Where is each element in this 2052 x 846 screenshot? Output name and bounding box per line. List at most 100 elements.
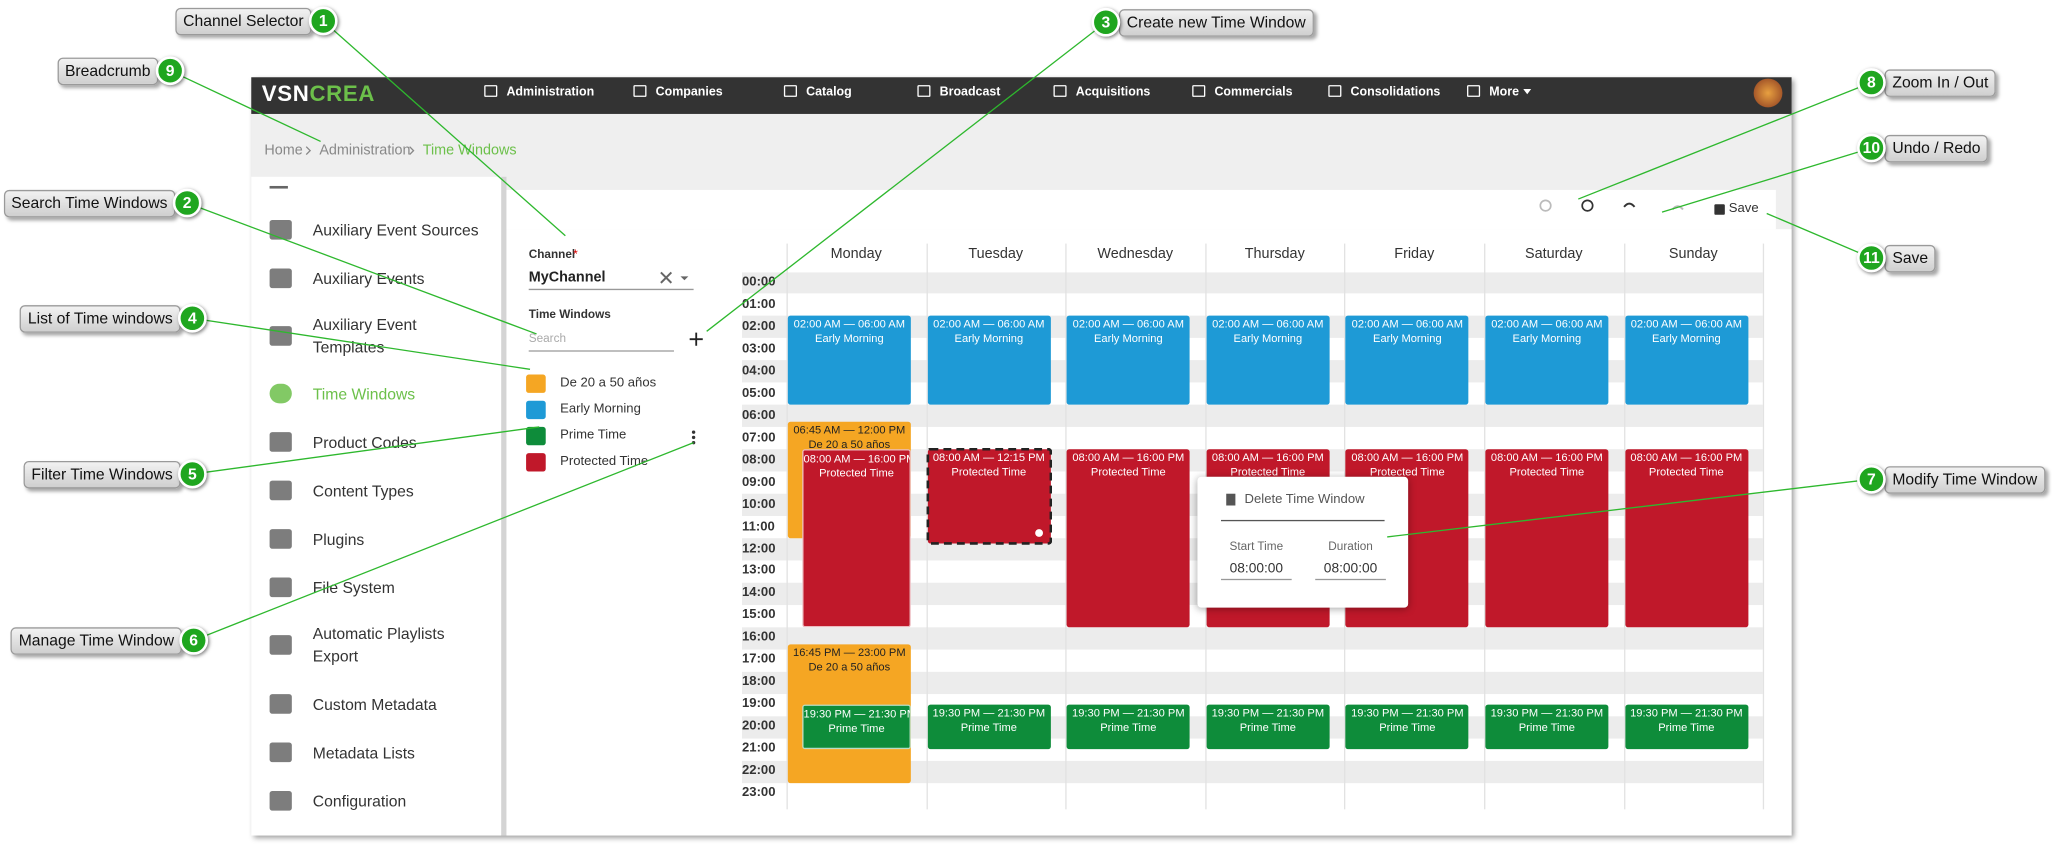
hour-label: 16:00: [742, 630, 776, 645]
color-swatch[interactable]: [526, 374, 546, 393]
event-time: 02:00 AM — 06:00 AM: [1072, 317, 1184, 331]
event-time: 08:00 AM — 16:00 PM: [1211, 450, 1324, 464]
hour-label: 07:00: [742, 430, 776, 445]
time-window-item[interactable]: Prime Time: [560, 428, 627, 443]
start-input[interactable]: 08:00:00: [1220, 561, 1292, 581]
time-window-event[interactable]: 19:30 PM — 21:30 PM Prime Time: [1066, 704, 1190, 750]
column-line: [926, 243, 928, 810]
time-window-item[interactable]: De 20 a 50 años: [560, 375, 657, 391]
day-header: Tuesday: [968, 246, 1024, 262]
day-header: Wednesday: [1097, 246, 1174, 262]
sidebar-item[interactable]: Auxiliary Event Sources: [312, 221, 479, 240]
nav-item[interactable]: Companies: [655, 85, 723, 100]
color-swatch[interactable]: [526, 400, 546, 420]
time-window-event[interactable]: 08:00 AM — 16:00 PM Protected Time: [1485, 449, 1609, 628]
time-window-event[interactable]: 19:30 PM — 21:30 PM Prime Time: [1345, 704, 1469, 750]
event-time: 19:30 PM — 21:30 PM: [1072, 706, 1185, 720]
callout-label: Save: [1884, 244, 1937, 273]
time-window-event[interactable]: 02:00 AM — 06:00 AM Early Morning: [927, 316, 1051, 405]
hour-label: 03:00: [742, 341, 776, 357]
sidebar-icon: [269, 529, 292, 549]
sidebar-item[interactable]: Content Types: [312, 481, 414, 501]
event-name: Prime Time: [1239, 720, 1296, 734]
time-window-event[interactable]: 02:00 AM — 06:00 AM Early Morning: [1066, 316, 1190, 405]
event-name: Protected Time: [819, 466, 894, 480]
event-name: Early Morning: [1094, 331, 1163, 345]
avatar[interactable]: [1753, 78, 1783, 108]
sidebar-item[interactable]: Auxiliary Events: [312, 269, 425, 289]
brand-part: VSN: [261, 81, 310, 107]
sidebar-icon: [269, 694, 292, 714]
hour-label: 13:00: [742, 563, 776, 579]
breadcrumb-item[interactable]: Home: [264, 142, 303, 159]
search-input[interactable]: Search: [528, 331, 567, 345]
day-header: Thursday: [1244, 246, 1305, 262]
nav-item[interactable]: Catalog: [806, 85, 852, 100]
nav-item[interactable]: Consolidations: [1350, 85, 1441, 100]
sidebar-icon: [269, 742, 292, 763]
event-time: 19:30 PM — 21:30 PM: [1630, 706, 1743, 720]
sidebar-item[interactable]: Time Windows: [312, 385, 416, 404]
save-button[interactable]: Save: [1728, 201, 1759, 217]
sidebar-item[interactable]: Auxiliary Event Templates: [312, 315, 417, 357]
hour-label: 11:00: [742, 519, 775, 534]
sidebar-item[interactable]: File System: [312, 578, 395, 598]
event-time: 08:00 AM — 16:00 PM: [1630, 450, 1743, 464]
delete-button[interactable]: Delete Time Window: [1244, 492, 1365, 507]
time-window-event[interactable]: 02:00 AM — 06:00 AM Early Morning: [1485, 316, 1609, 405]
color-swatch[interactable]: [526, 426, 546, 446]
color-swatch[interactable]: [526, 453, 546, 472]
callout-label: Create new Time Window: [1118, 9, 1314, 37]
time-windows-label: Time Windows: [528, 307, 611, 321]
nav-item[interactable]: Acquisitions: [1075, 85, 1151, 100]
time-window-event[interactable]: 02:00 AM — 06:00 AM Early Morning: [787, 316, 911, 405]
time-window-item[interactable]: Protected Time: [560, 454, 649, 469]
event-name: De 20 a 50 años: [808, 659, 891, 673]
sidebar-item[interactable]: Configuration: [312, 792, 407, 811]
channel-value[interactable]: MyChannel: [528, 269, 606, 286]
time-window-event[interactable]: 19:30 PM — 21:30 PM Prime Time: [1485, 704, 1609, 750]
callout-number: 1: [308, 6, 338, 36]
sidebar-item[interactable]: Plugins: [312, 530, 365, 549]
nav-item[interactable]: More: [1489, 85, 1519, 100]
hour-label: 01:00: [742, 297, 776, 312]
time-window-event[interactable]: 19:30 PM — 21:30 PM Prime Time: [802, 704, 911, 750]
callout-number: 6: [179, 625, 209, 655]
time-window-event[interactable]: 08:00 AM — 16:00 PM Protected Time: [1066, 449, 1190, 628]
nav-icon: [1328, 85, 1342, 97]
time-window-event[interactable]: 19:30 PM — 21:30 PM Prime Time: [927, 704, 1051, 750]
event-name: Protected Time: [951, 465, 1027, 479]
time-window-event[interactable]: 08:00 AM — 16:00 PM Protected Time: [802, 449, 911, 628]
sidebar-item[interactable]: Metadata Lists: [312, 743, 415, 763]
event-time: 08:00 AM — 16:00 PM: [1490, 450, 1603, 464]
resize-handle[interactable]: [1034, 529, 1043, 538]
time-window-event[interactable]: 19:30 PM — 21:30 PM Prime Time: [1206, 704, 1330, 750]
duration-input[interactable]: 08:00:00: [1315, 561, 1386, 581]
event-name: Early Morning: [1512, 331, 1582, 345]
nav-item[interactable]: Commercials: [1214, 85, 1293, 100]
nav-icon: [783, 85, 797, 97]
callout-label: Filter Time Windows: [23, 460, 181, 489]
time-window-event[interactable]: 19:30 PM — 21:30 PM Prime Time: [1624, 704, 1748, 750]
callout-label: Breadcrumb: [57, 57, 159, 86]
nav-item[interactable]: Broadcast: [939, 85, 1001, 100]
hour-label: 18:00: [742, 674, 776, 690]
divider: [1220, 519, 1385, 522]
sidebar-icon: [269, 480, 292, 501]
time-window-event[interactable]: 02:00 AM — 06:00 AM Early Morning: [1624, 316, 1748, 405]
nav-item[interactable]: Administration: [506, 85, 595, 100]
time-window-event[interactable]: 08:00 AM — 12:15 PM Protected Time: [926, 448, 1052, 546]
time-window-event[interactable]: 02:00 AM — 06:00 AM Early Morning: [1206, 316, 1330, 405]
time-window-event[interactable]: 02:00 AM — 06:00 AM Early Morning: [1345, 316, 1469, 405]
day-header: Saturday: [1524, 246, 1583, 262]
sidebar-item[interactable]: Custom Metadata: [312, 695, 437, 714]
time-window-item[interactable]: Early Morning: [560, 402, 641, 417]
event-name: Prime Time: [1658, 720, 1715, 734]
sidebar-item[interactable]: Product Codes: [312, 433, 417, 452]
time-window-event[interactable]: 08:00 AM — 16:00 PM Protected Time: [1624, 449, 1748, 628]
brand[interactable]: VSNCREA: [262, 81, 375, 107]
sidebar-item[interactable]: Automatic Playlists Export: [312, 624, 445, 666]
event-name: Protected Time: [1369, 465, 1445, 479]
breadcrumb-item[interactable]: Administration: [319, 142, 411, 159]
trash-icon[interactable]: [1226, 493, 1236, 506]
